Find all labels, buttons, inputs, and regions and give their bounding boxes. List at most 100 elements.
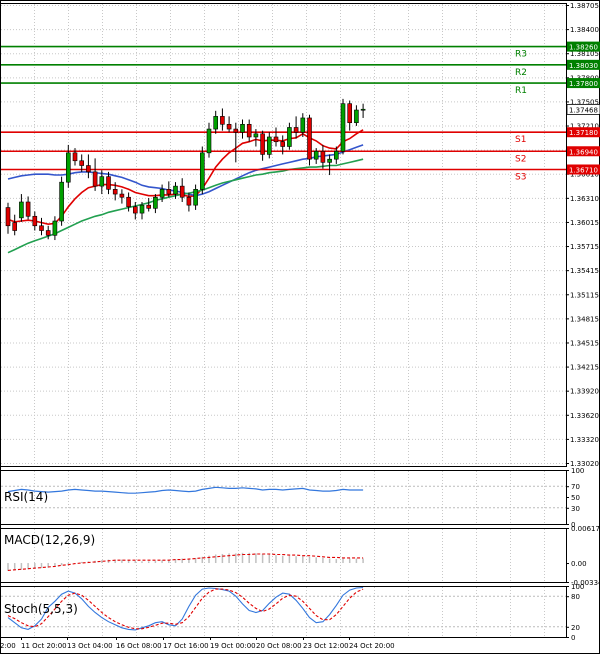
level-price-box	[567, 127, 600, 138]
level-name-r3: R3	[515, 50, 527, 60]
candle-body	[220, 116, 225, 125]
candle-body	[266, 136, 272, 155]
candle-body	[126, 196, 131, 208]
y-tick-label: 50	[571, 494, 580, 502]
x-tick-label: 23 Oct 12:00	[303, 642, 349, 650]
y-tick-label: 1.33020	[570, 460, 599, 468]
main-pane-frame	[0, 3, 567, 467]
candle-body	[119, 193, 125, 198]
candle-body	[32, 215, 38, 227]
candle-body	[99, 176, 105, 187]
candle-body	[340, 103, 346, 152]
candle-body	[159, 189, 165, 198]
y-tick-label: 0.006177	[571, 525, 600, 533]
level-name-s1: S1	[515, 135, 526, 145]
level-price-box	[567, 59, 600, 70]
candle-body	[226, 123, 232, 130]
y-tick-label: 1.34215	[570, 364, 599, 372]
x-tick-label: 16 Oct 08:00	[116, 642, 162, 650]
candle-body	[72, 152, 78, 162]
y-tick-label: 1.38105	[570, 50, 599, 58]
macd-title: MACD(12,26,9)	[4, 533, 95, 547]
stoch-title: Stoch(5,5,3)	[4, 602, 78, 616]
ma-line	[7, 129, 364, 226]
x-tick-label: 17 Oct 16:00	[163, 642, 209, 650]
level-name-s3: S3	[515, 172, 526, 182]
level-price-box	[567, 41, 600, 52]
level-price-box	[567, 78, 600, 89]
candle-body	[260, 133, 265, 155]
candle-body	[19, 201, 24, 219]
level-price-label: 1.36940	[569, 148, 598, 156]
y-tick-label: 1.34515	[570, 339, 599, 347]
rsi-title: RSI(14)	[4, 490, 48, 504]
candle-body	[333, 150, 339, 160]
candle-body	[39, 225, 44, 231]
y-tick-label: 1.38400	[570, 26, 599, 34]
candle-body	[166, 189, 172, 195]
candle-body	[186, 196, 192, 206]
candle-body	[293, 127, 299, 133]
candle-body	[59, 181, 64, 222]
y-tick-label: 1.35715	[570, 243, 599, 251]
candle-body	[307, 117, 312, 160]
candle-body	[240, 123, 245, 133]
candle-body	[179, 185, 185, 198]
y-tick-label: 70	[571, 483, 580, 491]
y-tick-label: 100	[571, 583, 584, 591]
candle-body	[86, 165, 91, 173]
y-tick-label: -0.003346	[571, 579, 600, 587]
candle-body	[106, 176, 111, 190]
y-tick-label: 1.36310	[570, 195, 599, 203]
y-tick-label: 0	[571, 634, 575, 642]
level-price-label: 1.38030	[569, 62, 598, 70]
x-tick-label: 20 Oct 08:00	[256, 642, 302, 650]
y-tick-label: 1.37505	[570, 98, 599, 106]
x-tick-label: 24 Oct 20:00	[349, 642, 395, 650]
candle-body	[139, 204, 145, 214]
y-tick-label: 1.36015	[570, 219, 599, 227]
y-tick-label: 1.33320	[570, 436, 599, 444]
y-tick-label: 0.00	[571, 560, 587, 568]
candle-body	[45, 230, 51, 236]
level-price-label: 1.36710	[569, 166, 598, 174]
candle-body	[200, 152, 205, 190]
candle-body	[153, 196, 158, 209]
candle-body	[347, 103, 353, 124]
y-tick-label: 80	[571, 593, 580, 601]
candle-body	[66, 152, 71, 183]
candle-body	[12, 222, 17, 231]
y-tick-label: 100	[571, 467, 584, 475]
stoch-k-line	[7, 586, 364, 631]
x-tick-label: 19 Oct 00:00	[210, 642, 256, 650]
candle-body	[79, 160, 84, 166]
candle-body	[173, 185, 178, 195]
y-tick-label: 1.34815	[570, 315, 599, 323]
macd-signal-line	[7, 553, 364, 571]
ma-line	[7, 158, 364, 254]
candle-body	[354, 109, 359, 124]
level-name-r2: R2	[515, 68, 527, 78]
candle-body	[25, 201, 31, 217]
candle-body	[300, 117, 306, 133]
y-tick-label: 0	[571, 521, 575, 529]
y-tick-label: 1.35115	[570, 291, 599, 299]
level-price-label: 1.38260	[569, 44, 598, 52]
candle-body	[320, 150, 326, 163]
current-price-box	[566, 103, 600, 115]
candle-body	[233, 128, 239, 133]
candle-body	[213, 116, 218, 130]
level-price-box	[567, 164, 600, 175]
candle-body	[360, 108, 366, 111]
x-tick-label: 13 Oct 04:00	[67, 642, 113, 650]
candle-body	[92, 171, 98, 187]
rsi-line	[7, 486, 364, 494]
x-tick-label: 2:00	[0, 642, 16, 650]
candle-body	[280, 141, 286, 147]
candle-body	[206, 128, 212, 154]
candle-body	[146, 204, 151, 209]
candle-body	[327, 158, 332, 163]
candle-body	[112, 189, 118, 195]
candle-body	[5, 207, 11, 227]
